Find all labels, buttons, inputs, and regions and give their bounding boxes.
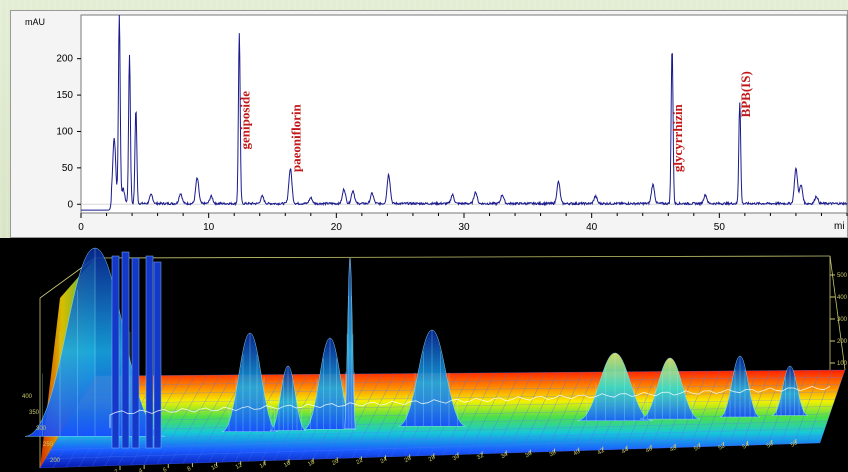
time-tick-label: 34 bbox=[500, 451, 509, 460]
z-tick-label: 200 bbox=[837, 339, 848, 345]
time-tick-label: 44 bbox=[621, 447, 630, 456]
time-tick-label: 6 bbox=[162, 467, 168, 472]
time-tick-label: 26 bbox=[404, 455, 413, 464]
time-tick-label: 48 bbox=[669, 445, 678, 454]
time-tick-label: 54 bbox=[742, 442, 751, 451]
y-tick-label: 100 bbox=[56, 126, 73, 137]
wavelength-tick-label: 250 bbox=[43, 442, 54, 448]
mesh-line bbox=[89, 377, 843, 386]
time-tick-label: 18 bbox=[307, 459, 316, 468]
plot-area bbox=[80, 14, 848, 214]
time-tick-label: 28 bbox=[428, 454, 437, 463]
y-tick-label: 150 bbox=[56, 90, 73, 101]
time-tick-label: 46 bbox=[645, 446, 654, 455]
x-tick-label: 20 bbox=[331, 222, 343, 233]
mesh-line bbox=[94, 369, 846, 377]
chromatogram-chart: 0 50 100 150 200 0 10 20 30 40 50 mAU mi geniposi… bbox=[25, 14, 848, 233]
time-tick-label: 20 bbox=[331, 458, 340, 467]
x-tick-label: 40 bbox=[586, 222, 598, 233]
y-tick-label: 200 bbox=[56, 54, 73, 65]
time-tick-label: 12 bbox=[235, 462, 244, 471]
chromatogram-panel: 0 50 100 150 200 0 10 20 30 40 50 mAU mi geniposi… bbox=[10, 10, 848, 238]
time-tick-label: 16 bbox=[283, 460, 292, 469]
time-tick-label: 32 bbox=[476, 452, 485, 461]
wavelength-tick-label: 400 bbox=[22, 394, 33, 400]
time-tick-label: 10 bbox=[211, 463, 220, 472]
mesh-line bbox=[83, 384, 841, 395]
time-tick-label: 40 bbox=[573, 449, 582, 458]
z-tick-label: 300 bbox=[837, 317, 848, 323]
surface-peak bbox=[121, 251, 130, 449]
peak-annotation: paeoniflorin bbox=[288, 103, 303, 172]
mesh-line bbox=[72, 398, 836, 414]
surface-axes: 1002003004005004003503002502002468101214… bbox=[22, 273, 848, 472]
z-tick-label: 100 bbox=[837, 361, 848, 367]
time-tick-label: 24 bbox=[380, 456, 389, 465]
wavelength-tick-label: 300 bbox=[36, 426, 47, 432]
time-tick-label: 4 bbox=[138, 468, 144, 472]
y-tick-label: 0 bbox=[67, 199, 73, 210]
x-axis-label: mi bbox=[834, 221, 845, 232]
mesh-line bbox=[45, 435, 823, 460]
surface-bounding-box bbox=[39, 255, 846, 468]
peak-annotation: BPB(IS) bbox=[738, 71, 753, 117]
y-axis-label: mAU bbox=[25, 17, 45, 27]
time-tick-label: 8 bbox=[186, 466, 192, 472]
surface-peak bbox=[131, 257, 140, 449]
peak-annotations: geniposide paeoniflorin glycyrrhizin BPB(IS… bbox=[237, 71, 753, 172]
surface-peaks bbox=[24, 247, 831, 449]
box-edge bbox=[94, 255, 831, 259]
z-tick-label: 400 bbox=[837, 295, 848, 301]
surface-panel: 1002003004005004003503002502002468101214… bbox=[0, 238, 848, 472]
x-tick-label: 50 bbox=[714, 222, 726, 233]
surface-peak bbox=[111, 255, 120, 449]
time-tick-label: 42 bbox=[597, 448, 606, 457]
time-tick-label: 58 bbox=[790, 440, 799, 449]
time-tick-label: 56 bbox=[766, 441, 775, 450]
surface-peak bbox=[145, 255, 154, 449]
projected-trace bbox=[109, 385, 831, 428]
mesh-line bbox=[39, 442, 821, 469]
y-axis: 0 50 100 150 200 bbox=[56, 54, 81, 210]
x-tick-label: 30 bbox=[458, 222, 470, 233]
chromatogram-trace bbox=[81, 14, 848, 211]
wavelength-tick-label: 350 bbox=[29, 410, 40, 416]
mesh-line bbox=[78, 391, 838, 404]
time-tick-label: 14 bbox=[259, 461, 268, 470]
x-tick-label: 10 bbox=[203, 222, 215, 233]
x-tick-label: 0 bbox=[78, 222, 84, 233]
time-tick-label: 2 bbox=[114, 469, 120, 472]
z-tick-label: 500 bbox=[837, 273, 848, 279]
time-tick-label: 30 bbox=[452, 453, 461, 462]
time-tick-label: 52 bbox=[717, 443, 726, 452]
y-tick-label: 50 bbox=[62, 163, 74, 174]
peak-annotation: geniposide bbox=[237, 91, 252, 150]
peak-annotation: glycyrrhizin bbox=[670, 103, 685, 172]
x-axis: 0 10 20 30 40 50 bbox=[78, 213, 848, 233]
wavelength-tick-label: 200 bbox=[50, 458, 61, 464]
time-tick-label: 50 bbox=[693, 444, 702, 453]
mesh-line bbox=[56, 420, 828, 441]
time-tick-label: 38 bbox=[548, 449, 557, 458]
mesh-line bbox=[50, 428, 826, 450]
time-tick-label: 22 bbox=[355, 457, 364, 466]
time-tick-label: 36 bbox=[524, 450, 533, 459]
surface-peak bbox=[153, 261, 162, 449]
surface-3d-plot: 1002003004005004003503002502002468101214… bbox=[22, 247, 848, 472]
